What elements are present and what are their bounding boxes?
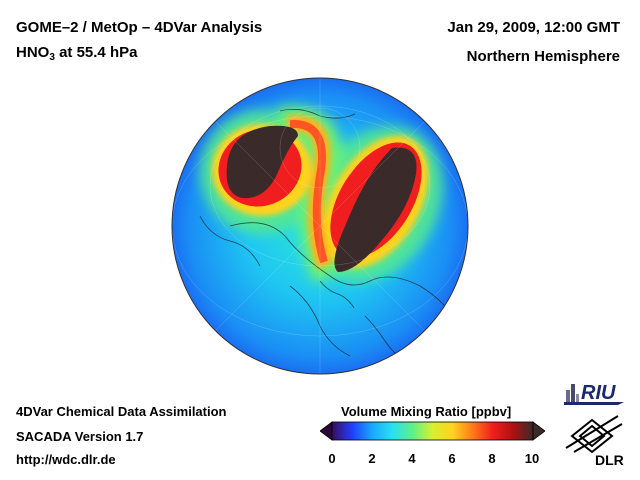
- riu-logo: RIU: [564, 382, 624, 405]
- species-name: HNO: [16, 44, 50, 61]
- species-level: at 55.4 hPa: [54, 44, 138, 61]
- colorbar-gradient: [331, 421, 534, 441]
- hemisphere-map: [171, 77, 469, 375]
- colorbar-tick-10: 10: [524, 451, 540, 466]
- title-species: HNO3 at 55.4 hPa: [16, 44, 138, 63]
- colorbar-under-arrow: [320, 421, 333, 441]
- footer-method: 4DVar Chemical Data Assimilation: [16, 404, 227, 419]
- title-date: Jan 29, 2009, 12:00 GMT: [447, 19, 620, 36]
- colorbar-tick-2: 2: [368, 451, 376, 466]
- dlr-logo: DLR: [565, 415, 624, 468]
- title-region: Northern Hemisphere: [466, 48, 620, 65]
- high-hno3-lobe-east: [334, 147, 417, 272]
- riu-logo-text: RIU: [581, 382, 616, 404]
- colorbar: [320, 421, 545, 441]
- colorbar-tick-4: 4: [408, 451, 416, 466]
- title-instrument: GOME–2 / MetOp – 4DVar Analysis: [16, 19, 263, 36]
- colorbar-tick-0: 0: [328, 451, 336, 466]
- colorbar-over-arrow: [532, 421, 545, 441]
- graticule: [172, 78, 468, 374]
- footer-url[interactable]: http://wdc.dlr.de: [16, 452, 116, 467]
- species-subscript: 3: [49, 52, 55, 63]
- footer-version: SACADA Version 1.7: [16, 429, 144, 444]
- colorbar-tick-6: 6: [448, 451, 456, 466]
- colorbar-tick-8: 8: [488, 451, 496, 466]
- colorbar-title: Volume Mixing Ratio [ppbv]: [341, 404, 512, 419]
- dlr-logo-text: DLR: [595, 452, 624, 468]
- globe-outline: [171, 77, 469, 375]
- high-hno3-lobe-west: [226, 125, 298, 199]
- coastlines: [199, 108, 461, 365]
